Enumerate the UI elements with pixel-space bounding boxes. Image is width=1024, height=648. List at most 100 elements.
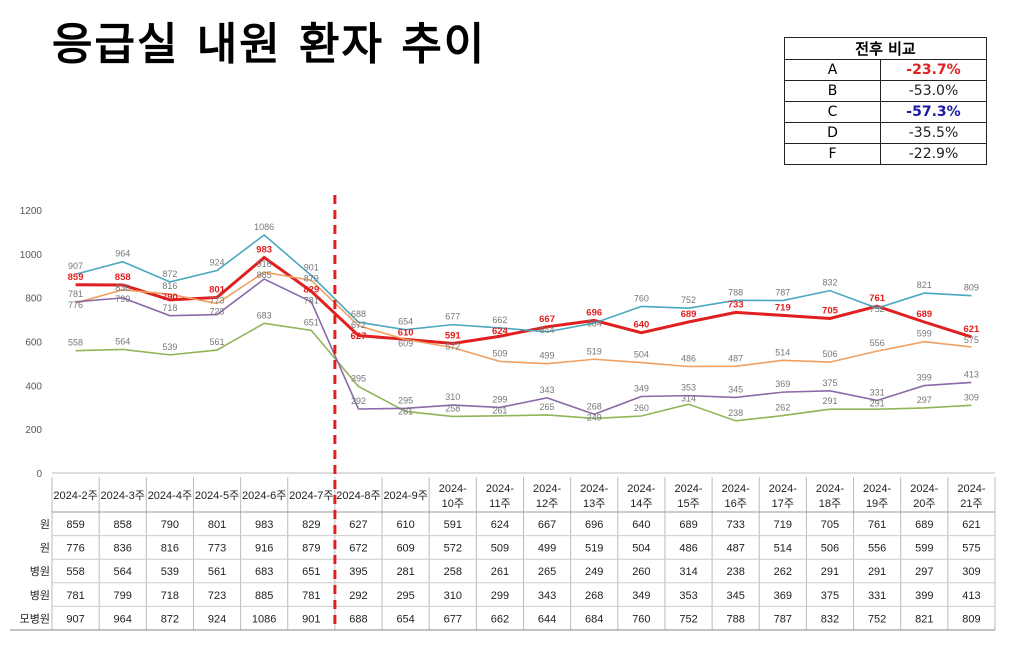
data-label: 399: [917, 373, 932, 383]
table-cell: 788: [726, 613, 744, 625]
data-label: 1086: [254, 222, 274, 232]
data-label: 718: [162, 303, 177, 313]
category-label: 2024-17주: [769, 483, 797, 510]
table-cell: 309: [962, 566, 980, 578]
table-cell: 761: [868, 519, 886, 531]
data-label: 788: [728, 287, 743, 297]
data-label: 621: [963, 324, 980, 335]
table-cell: 556: [868, 543, 886, 555]
table-cell: 413: [962, 590, 980, 602]
table-cell: 752: [868, 613, 886, 625]
data-label: 689: [681, 309, 697, 320]
table-cell: 499: [538, 543, 556, 555]
table-cell: 651: [302, 566, 320, 578]
comparison-row: F -22.9%: [784, 143, 987, 165]
table-cell: 683: [255, 566, 273, 578]
data-label: 519: [587, 346, 602, 356]
comparison-label: D: [784, 122, 881, 144]
data-label: 719: [775, 302, 791, 313]
data-label: 829: [303, 285, 319, 296]
data-label: 651: [304, 317, 319, 327]
table-cell: 885: [255, 590, 273, 602]
table-cell: 983: [255, 519, 273, 531]
data-label: 885: [257, 270, 272, 280]
series-line: [75, 255, 972, 345]
data-label: 260: [634, 403, 649, 413]
category-label: 2024-10주: [439, 483, 467, 510]
data-label: 487: [728, 353, 743, 363]
data-label: 816: [162, 281, 177, 291]
category-label: 2024-20주: [910, 483, 938, 510]
table-cell: 858: [114, 519, 132, 531]
data-label: 624: [492, 326, 509, 337]
data-label: 610: [398, 328, 414, 339]
data-label: 644: [540, 325, 555, 335]
category-label: 2024-13주: [580, 483, 608, 510]
table-cell: 689: [679, 519, 697, 531]
data-label: 591: [445, 330, 462, 341]
table-cell: 964: [114, 613, 132, 625]
category-label: 2024-8주: [336, 490, 380, 502]
data-label: 627: [351, 331, 367, 342]
data-label: 640: [633, 320, 649, 331]
y-tick-label: 0: [36, 469, 42, 480]
data-label: 262: [775, 403, 790, 413]
category-label: 2024-6주: [242, 490, 286, 502]
table-cell: 901: [302, 613, 320, 625]
table-cell: 662: [491, 613, 509, 625]
data-label: 486: [681, 353, 696, 363]
data-label: 268: [587, 401, 602, 411]
data-label: 310: [445, 392, 460, 402]
data-label: 353: [681, 383, 696, 393]
table-cell: 667: [538, 519, 556, 531]
comparison-value: -23.7%: [880, 59, 987, 81]
table-cell: 292: [349, 590, 367, 602]
table-cell: 733: [726, 519, 744, 531]
table-cell: 258: [444, 566, 462, 578]
table-cell: 291: [821, 566, 839, 578]
category-label: 2024-9주: [383, 490, 427, 502]
data-label: 261: [492, 405, 507, 415]
category-label: 2024-11주: [486, 483, 514, 510]
data-label: 314: [681, 394, 696, 404]
comparison-label: F: [784, 143, 881, 165]
y-tick-label: 800: [25, 294, 42, 305]
data-label: 832: [822, 278, 837, 288]
data-label: 781: [304, 296, 319, 306]
table-cell: 558: [66, 566, 84, 578]
data-label: 331: [870, 387, 885, 397]
data-label: 343: [540, 385, 555, 395]
table-cell: 281: [396, 566, 414, 578]
table-cell: 260: [632, 566, 650, 578]
table-cell: 781: [66, 590, 84, 602]
data-label: 299: [492, 394, 507, 404]
data-label: 369: [775, 379, 790, 389]
table-cell: 291: [868, 566, 886, 578]
category-label: 2024-7주: [289, 490, 333, 502]
comparison-label: A: [784, 59, 881, 81]
data-label: 752: [681, 295, 696, 305]
data-label: 575: [964, 335, 979, 345]
table-cell: 672: [349, 543, 367, 555]
table-cell: 564: [114, 566, 132, 578]
table-cell: 640: [632, 519, 650, 531]
data-label: 309: [964, 392, 979, 402]
category-label: 2024-5주: [195, 490, 239, 502]
table-cell: 504: [632, 543, 650, 555]
data-label: 683: [257, 310, 272, 320]
data-label: 781: [68, 289, 83, 299]
table-cell: 375: [821, 590, 839, 602]
data-label: 776: [68, 300, 83, 310]
table-cell: 395: [349, 566, 367, 578]
table-cell: 829: [302, 519, 320, 531]
data-label: 705: [822, 305, 839, 316]
data-label: 561: [210, 337, 225, 347]
data-label: 281: [398, 406, 413, 416]
category-label: 2024-4주: [148, 490, 192, 502]
y-tick-label: 1000: [20, 250, 43, 261]
data-label: 836: [115, 283, 130, 293]
data-label: 677: [445, 312, 460, 322]
table-cell: 561: [208, 566, 226, 578]
data-label: 760: [634, 293, 649, 303]
